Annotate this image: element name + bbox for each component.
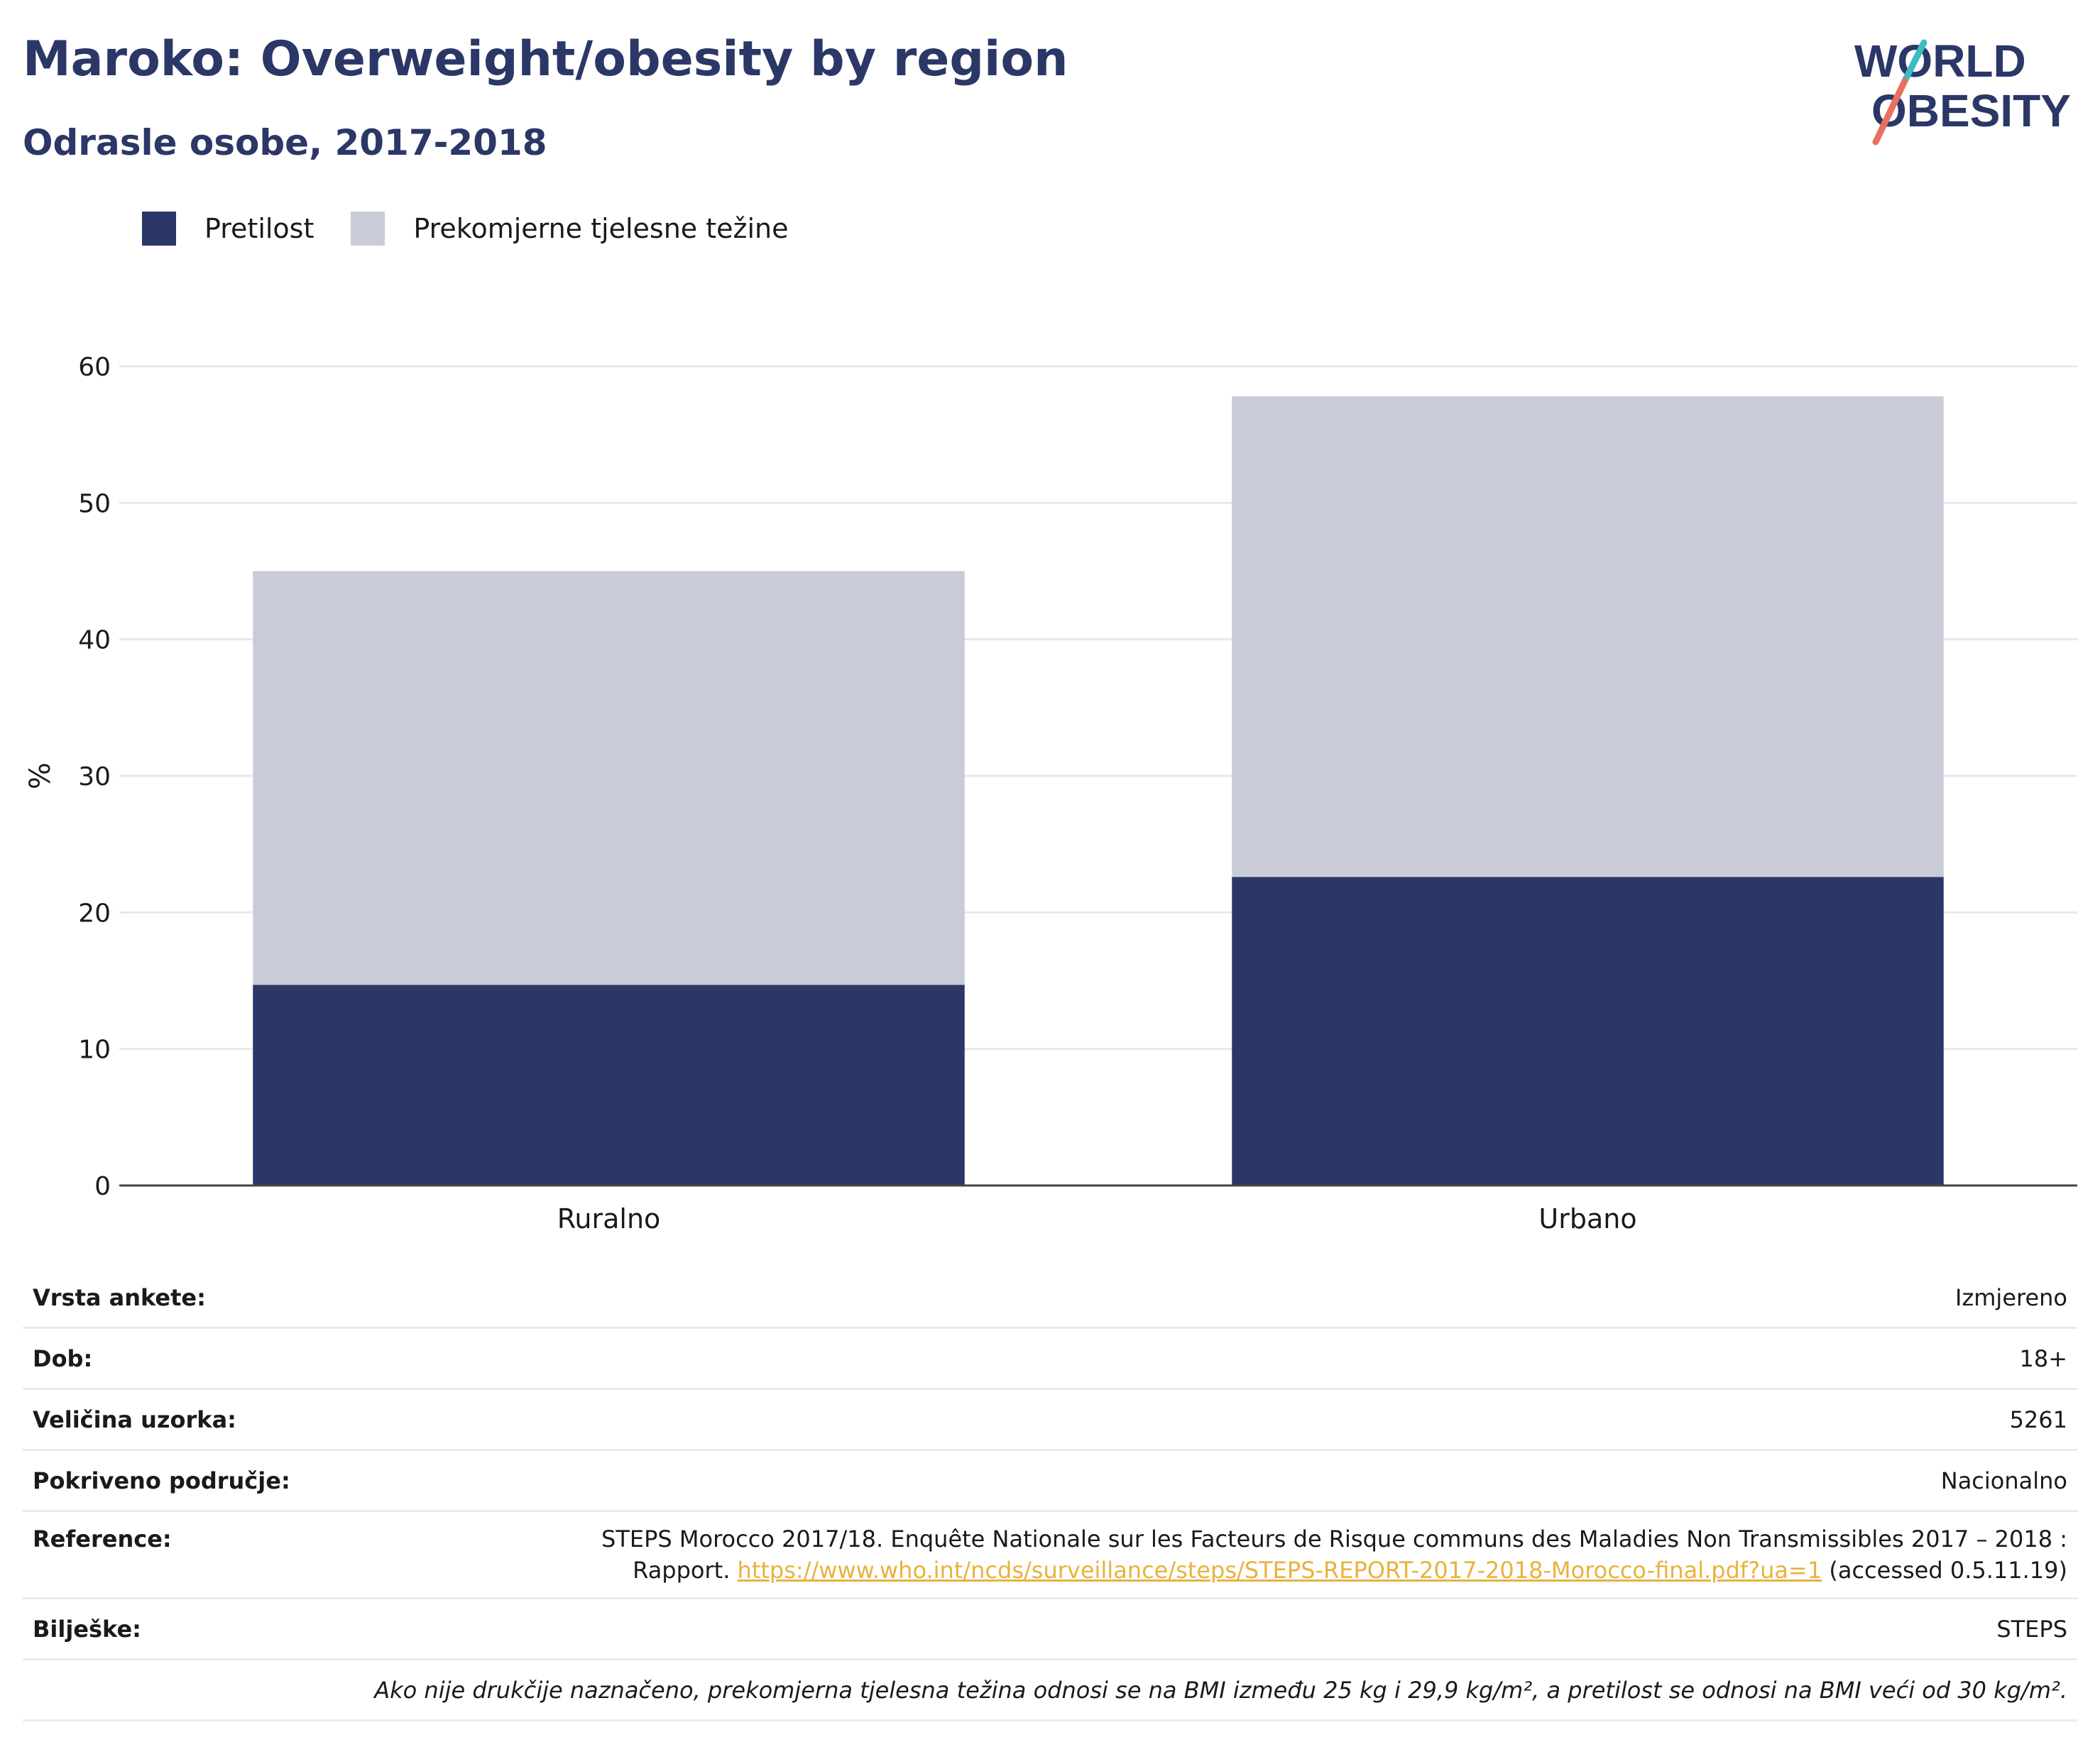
x-tick-label: Urbano: [1538, 1203, 1636, 1234]
chart-subtitle: Odrasle osobe, 2017-2018: [23, 122, 547, 163]
info-value: 18+: [2019, 1345, 2067, 1372]
y-tick-label: 10: [78, 1036, 111, 1065]
info-row-notes: Bilješke: STEPS: [23, 1599, 2077, 1660]
info-value: Nacionalno: [1940, 1467, 2067, 1494]
svg-text:WORLD: WORLD: [1854, 35, 2026, 87]
survey-info-table: Vrsta ankete: Izmjereno Dob: 18+ Veličin…: [23, 1268, 2077, 1721]
y-tick-label: 40: [78, 626, 111, 655]
reference-text-pre: Rapport.: [633, 1557, 731, 1584]
info-label: Veličina uzorka:: [33, 1406, 236, 1433]
reference-text: STEPS Morocco 2017/18. Enquête Nationale…: [601, 1523, 2067, 1586]
legend-label-overweight: Prekomjerne tjelesne težine: [413, 213, 789, 244]
reference-line-1: STEPS Morocco 2017/18. Enquête Nationale…: [601, 1526, 2067, 1552]
info-row-coverage: Pokriveno područje: Nacionalno: [23, 1451, 2077, 1512]
y-tick-label: 60: [78, 353, 111, 382]
info-label: Vrsta ankete:: [33, 1283, 206, 1311]
bar-segment-obesity: [253, 985, 965, 1185]
reference-text-post: (accessed 0.5.11.19): [1829, 1557, 2067, 1584]
world-obesity-logo: WORLD OBESITY: [1854, 35, 2071, 146]
bar-segment-overweight: [1232, 396, 1944, 877]
info-row-reference: Reference: STEPS Morocco 2017/18. Enquêt…: [23, 1512, 2077, 1599]
svg-text:OBESITY: OBESITY: [1871, 85, 2071, 136]
legend-swatch-obesity: [142, 212, 176, 246]
bar-segment-obesity: [1232, 877, 1944, 1185]
stacked-bar-chart: 0 10 20 30 40 50 60% Ruralno Urbano: [24, 353, 2077, 1234]
info-value: STEPS: [1996, 1615, 2067, 1643]
info-value: Izmjereno: [1955, 1283, 2067, 1311]
chart-title: Maroko: Overweight/obesity by region: [23, 31, 1068, 87]
info-label: Pokriveno područje:: [33, 1467, 290, 1494]
info-value: 5261: [2009, 1406, 2067, 1433]
x-tick-label: Ruralno: [557, 1203, 661, 1234]
info-row-sample-size: Veličina uzorka: 5261: [23, 1390, 2077, 1451]
info-row-age: Dob: 18+: [23, 1329, 2077, 1390]
y-tick-label: 30: [78, 762, 111, 792]
footnote-text: Ako nije drukčije naznačeno, prekomjerna…: [374, 1676, 2067, 1704]
y-tick-label: 50: [78, 489, 111, 518]
info-row-footnote: Ako nije drukčije naznačeno, prekomjerna…: [23, 1660, 2077, 1721]
legend-swatch-overweight: [351, 212, 385, 246]
y-axis-title: %: [24, 762, 57, 789]
y-tick-label: 20: [78, 899, 111, 928]
info-row-survey-type: Vrsta ankete: Izmjereno: [23, 1268, 2077, 1329]
y-tick-label: 0: [94, 1172, 111, 1201]
info-label: Dob:: [33, 1345, 93, 1372]
bar-segment-overweight: [253, 571, 965, 985]
info-label: Reference:: [33, 1526, 172, 1552]
info-label: Bilješke:: [33, 1615, 141, 1643]
reference-link[interactable]: https://www.who.int/ncds/surveillance/st…: [737, 1557, 1822, 1584]
legend-label-obesity: Pretilost: [204, 213, 315, 244]
chart-legend: Pretilost Prekomjerne tjelesne težine: [142, 210, 826, 247]
